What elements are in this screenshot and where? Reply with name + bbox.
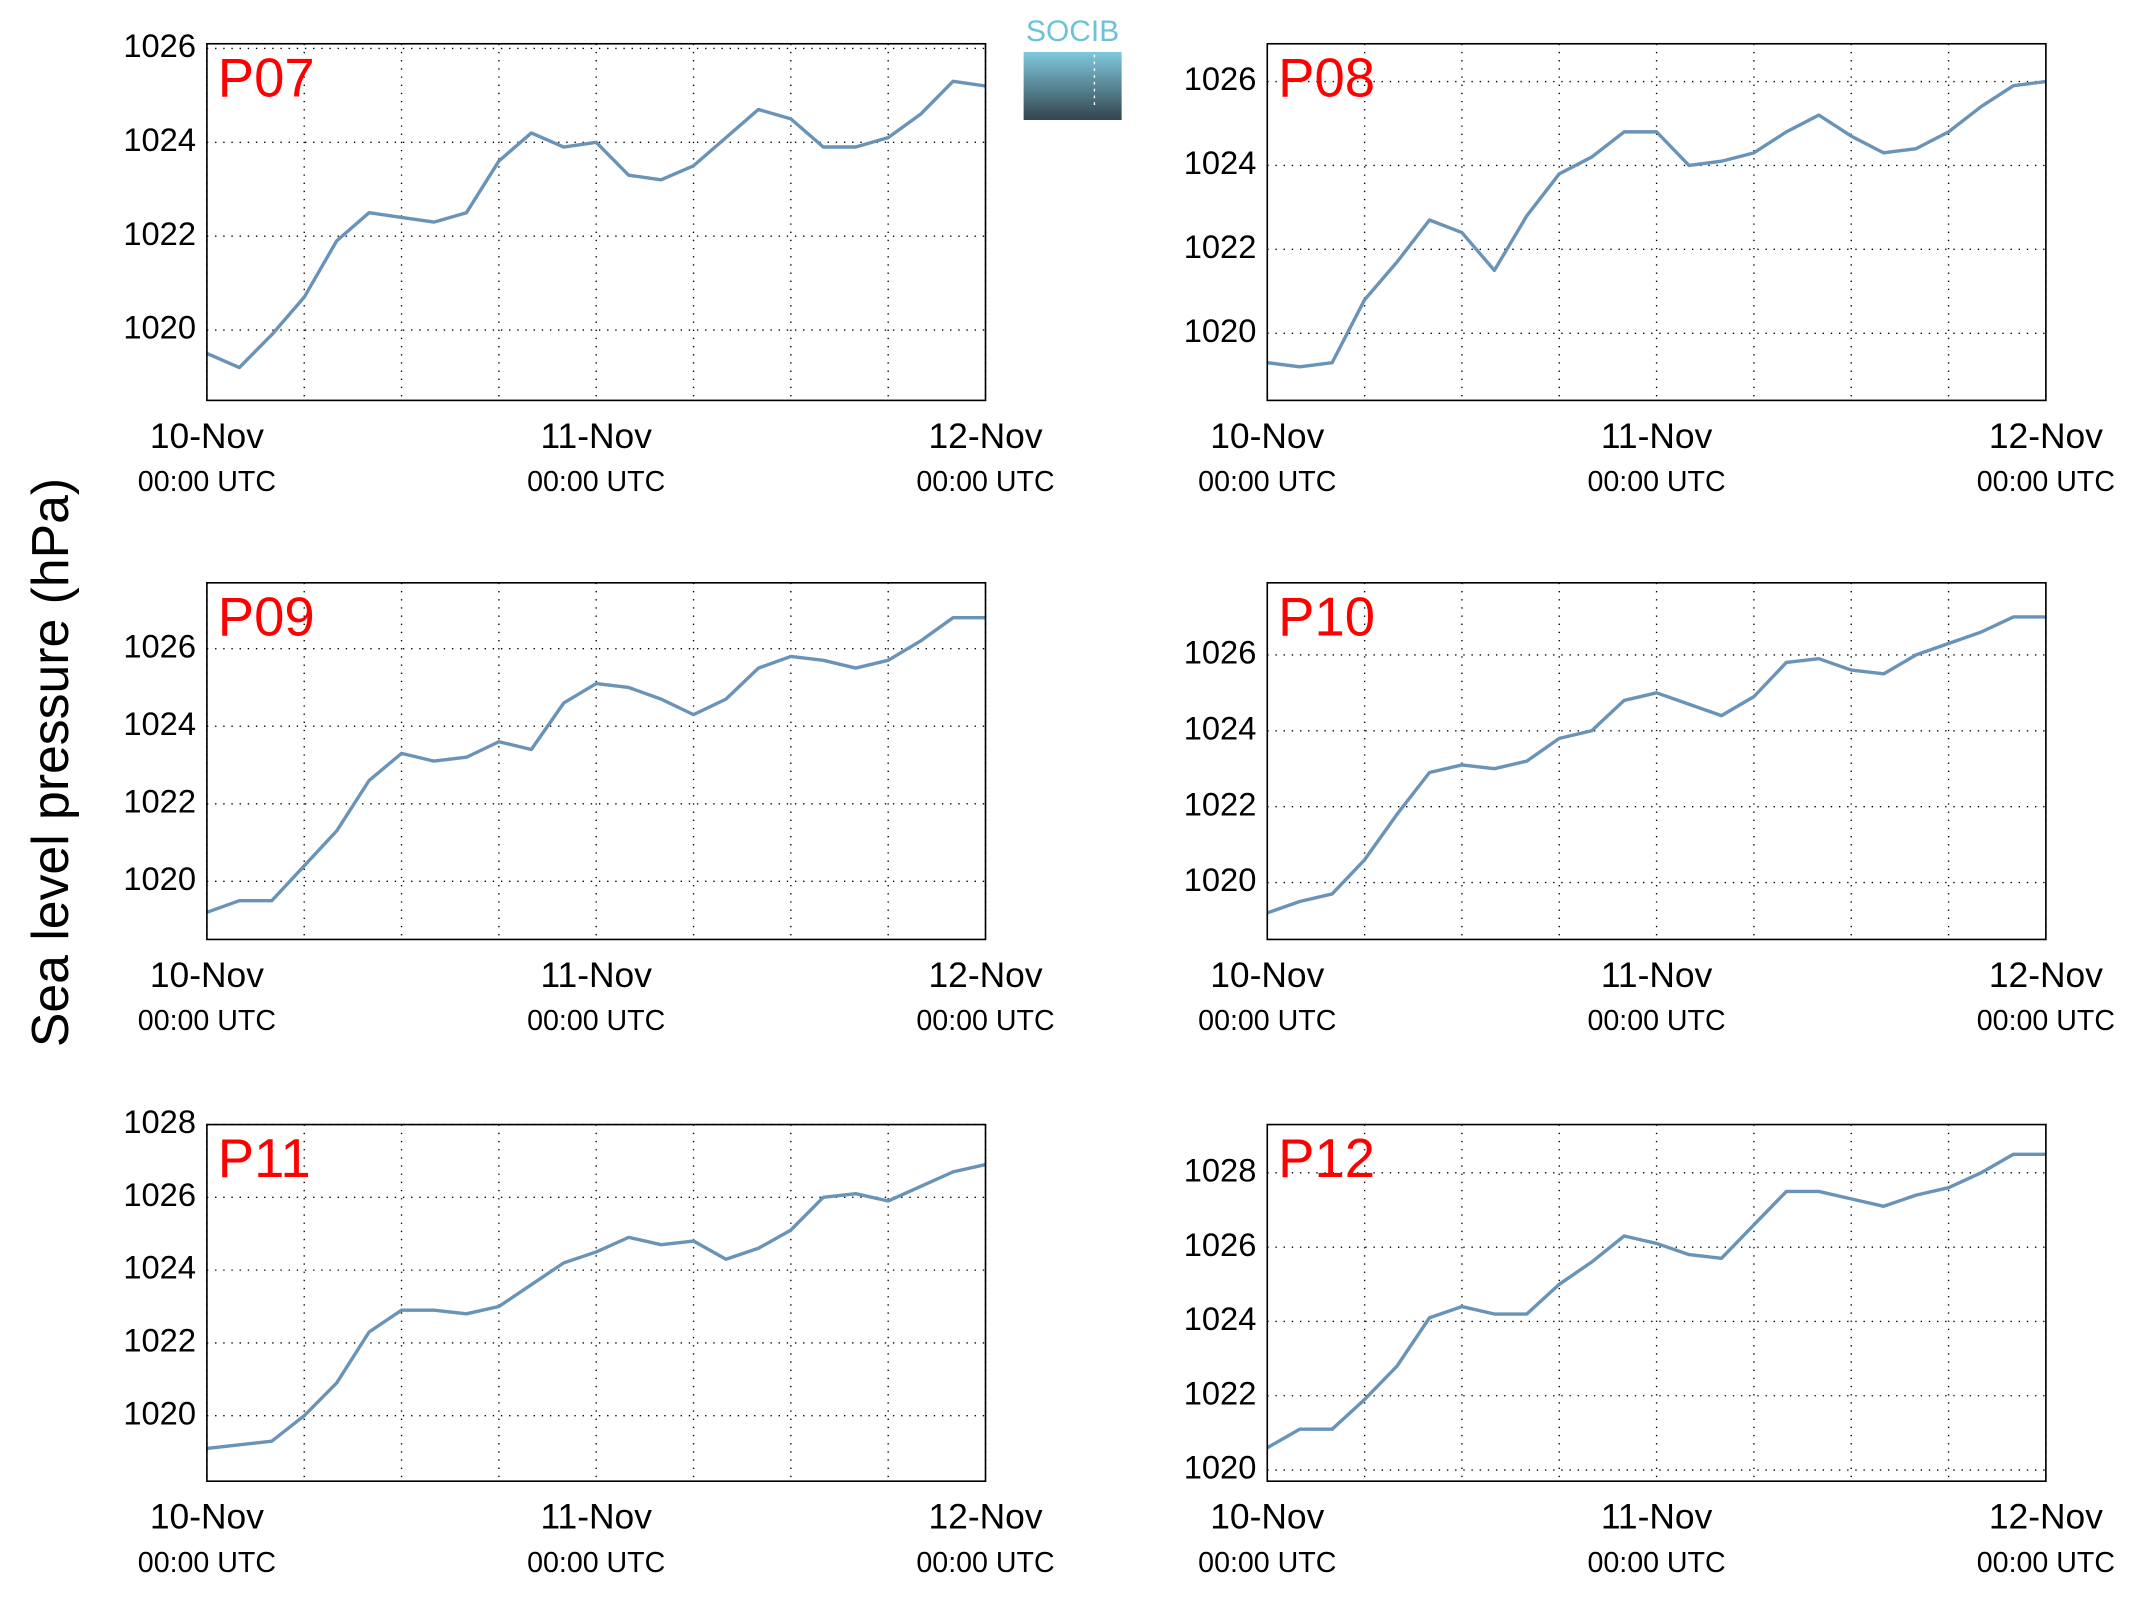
data-line (1266, 1152, 2046, 1450)
logo-box (1023, 51, 1122, 120)
x-tick-label: 10-Nov (1210, 956, 1324, 995)
x-tick-label: 11-Nov (540, 956, 652, 995)
y-tick-label: 1028 (123, 1103, 196, 1140)
y-tick-label: 1022 (123, 782, 196, 819)
axes-frame (1266, 42, 2047, 402)
x-tick-sublabel: 00:00 UTC (1587, 466, 1725, 498)
panel-title: P10 (1278, 586, 1375, 647)
panel-title: P08 (1278, 47, 1375, 108)
x-tick-label: 11-Nov (540, 417, 652, 456)
plot-area (1267, 43, 2046, 401)
plot-area (206, 582, 986, 940)
data-line (1267, 79, 2047, 369)
x-tick-label: 10-Nov (1210, 417, 1324, 456)
x-tick-sublabel: 00:00 UTC (916, 466, 1054, 498)
x-tick-sublabel: 00:00 UTC (1198, 466, 1336, 498)
x-tick-sublabel: 00:00 UTC (1977, 1547, 2115, 1579)
y-tick-label: 1020 (1184, 861, 1257, 898)
x-tick-label: 10-Nov (150, 1498, 264, 1537)
y-tick-label: 1028 (1184, 1151, 1257, 1188)
y-tick-label: 1022 (123, 1322, 196, 1359)
axes-frame (206, 581, 987, 941)
logo-text: SOCIB (1026, 15, 1119, 48)
y-tick-label: 1020 (1184, 312, 1257, 349)
x-tick-sublabel: 00:00 UTC (138, 466, 276, 498)
x-tick-sublabel: 00:00 UTC (1587, 1005, 1725, 1037)
y-tick-label: 1026 (1184, 634, 1257, 671)
plot-area (206, 1124, 986, 1482)
x-tick-sublabel: 00:00 UTC (1198, 1005, 1336, 1037)
x-tick-label: 11-Nov (1601, 956, 1713, 995)
panel-title: P09 (218, 586, 315, 647)
x-tick-label: 12-Nov (928, 417, 1042, 456)
x-tick-label: 12-Nov (928, 1498, 1042, 1537)
data-line (206, 1162, 986, 1451)
y-tick-label: 1020 (123, 1394, 196, 1431)
axes-frame (1266, 1123, 2047, 1483)
axes-frame (1266, 581, 2047, 941)
x-tick-sublabel: 00:00 UTC (916, 1005, 1054, 1037)
x-tick-label: 12-Nov (1989, 417, 2103, 456)
y-tick-label: 1024 (123, 705, 196, 742)
plot-area (1267, 582, 2046, 940)
y-tick-label: 1026 (1184, 60, 1257, 97)
x-tick-sublabel: 00:00 UTC (138, 1005, 276, 1037)
x-tick-sublabel: 00:00 UTC (527, 466, 665, 498)
x-tick-label: 10-Nov (150, 956, 264, 995)
x-tick-sublabel: 00:00 UTC (916, 1547, 1054, 1579)
y-tick-label: 1022 (123, 215, 196, 252)
axes-frame (206, 42, 987, 402)
x-tick-sublabel: 00:00 UTC (1587, 1547, 1725, 1579)
x-tick-sublabel: 00:00 UTC (1198, 1547, 1336, 1579)
x-tick-label: 12-Nov (928, 956, 1042, 995)
panel-title: P11 (218, 1128, 311, 1189)
x-tick-label: 11-Nov (540, 1498, 652, 1537)
y-tick-label: 1022 (1184, 228, 1257, 265)
panel-title: P07 (218, 47, 315, 108)
y-tick-label: 1022 (1184, 785, 1257, 822)
x-tick-sublabel: 00:00 UTC (527, 1005, 665, 1037)
y-tick-label: 1024 (1184, 1300, 1257, 1337)
y-tick-label: 1024 (1184, 709, 1257, 746)
y-tick-label: 1020 (123, 309, 196, 346)
y-axis-label: Sea level pressure (hPa) (21, 478, 79, 1047)
data-line (206, 615, 986, 914)
x-tick-label: 12-Nov (1989, 956, 2103, 995)
y-tick-label: 1024 (1184, 144, 1257, 181)
y-tick-label: 1020 (123, 860, 196, 897)
x-tick-sublabel: 00:00 UTC (527, 1547, 665, 1579)
y-tick-label: 1026 (123, 627, 196, 664)
plot-area (1267, 1124, 2046, 1482)
axes-frame (206, 1123, 987, 1483)
y-tick-label: 1020 (1184, 1449, 1257, 1486)
plot-area (206, 43, 986, 401)
y-tick-label: 1024 (123, 1249, 196, 1286)
x-tick-label: 10-Nov (150, 417, 264, 456)
y-tick-label: 1026 (123, 27, 196, 64)
data-line (206, 79, 986, 370)
y-tick-label: 1026 (123, 1176, 196, 1213)
y-tick-label: 1022 (1184, 1374, 1257, 1411)
y-tick-label: 1026 (1184, 1226, 1257, 1263)
x-tick-label: 12-Nov (1989, 1498, 2103, 1537)
data-line (1266, 615, 2046, 915)
x-tick-label: 10-Nov (1210, 1498, 1324, 1537)
x-tick-label: 11-Nov (1601, 417, 1713, 456)
x-tick-sublabel: 00:00 UTC (1977, 466, 2115, 498)
x-tick-sublabel: 00:00 UTC (1977, 1005, 2115, 1037)
panel-title: P12 (1278, 1128, 1375, 1189)
y-tick-label: 1024 (123, 121, 196, 158)
x-tick-sublabel: 00:00 UTC (138, 1547, 276, 1579)
x-tick-label: 11-Nov (1601, 1498, 1713, 1537)
